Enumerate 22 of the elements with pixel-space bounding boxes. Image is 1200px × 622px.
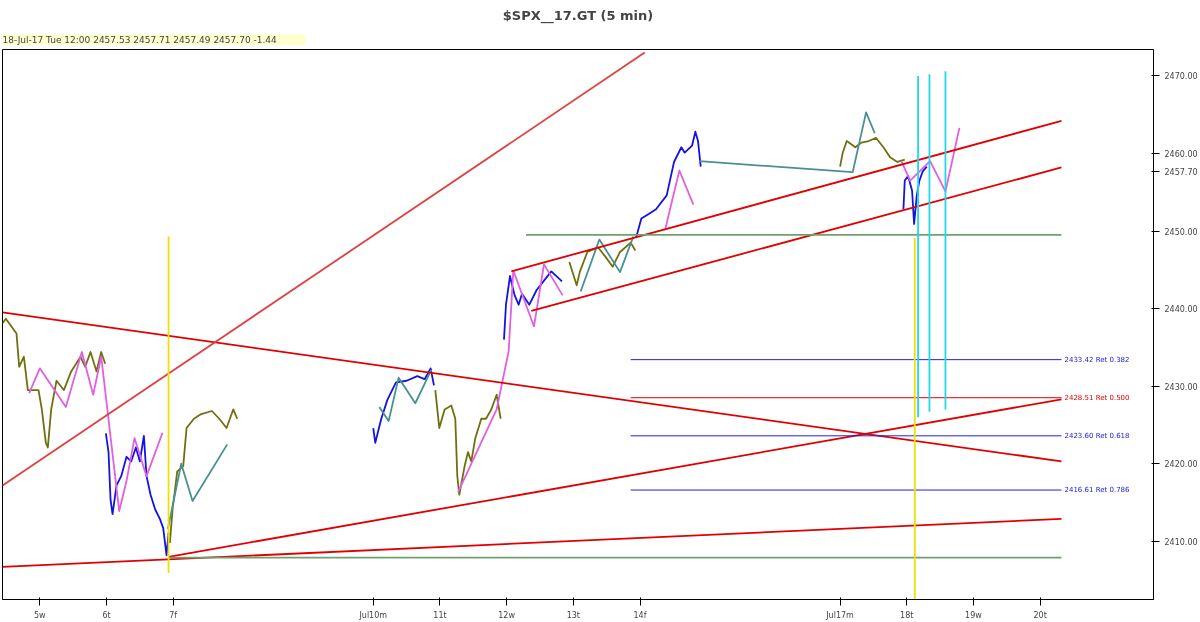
x-tick-label: 6t	[102, 610, 111, 620]
x-tick-label: 5w	[34, 610, 47, 620]
chart-title: $SPX__17.GT (5 min)	[502, 7, 654, 24]
x-tick-label: 11t	[433, 610, 447, 620]
y-tick-label: 2430.00	[1164, 382, 1198, 392]
x-tick-label: Jul10m	[358, 610, 388, 620]
x-tick-label: 14f	[633, 610, 647, 620]
y-tick-label: 2457.70	[1164, 167, 1198, 177]
x-tick-label: 12w	[498, 610, 516, 620]
y-tick-label: 2470.00	[1164, 72, 1198, 82]
y-tick-label: 2410.00	[1164, 537, 1198, 547]
x-tick-label: 18t	[900, 610, 914, 620]
text: 18-Jul-17 Tue 12:00 2457.53 2457.71 2457.49 2457.70 -1.44	[2, 34, 278, 45]
y-tick-label: 2460.00	[1164, 149, 1198, 159]
x-tick-label: 19w	[965, 610, 983, 620]
y-tick-label: 2420.00	[1164, 460, 1198, 470]
y-tick-label: 2450.00	[1164, 227, 1198, 237]
y-tick-label: 2440.00	[1164, 305, 1198, 315]
x-tick-label: 13t	[566, 610, 580, 620]
x-tick-label: 7f	[169, 610, 178, 620]
x-tick-label: 20t	[1033, 610, 1047, 620]
x-tick-label: Jul17m	[825, 610, 855, 620]
